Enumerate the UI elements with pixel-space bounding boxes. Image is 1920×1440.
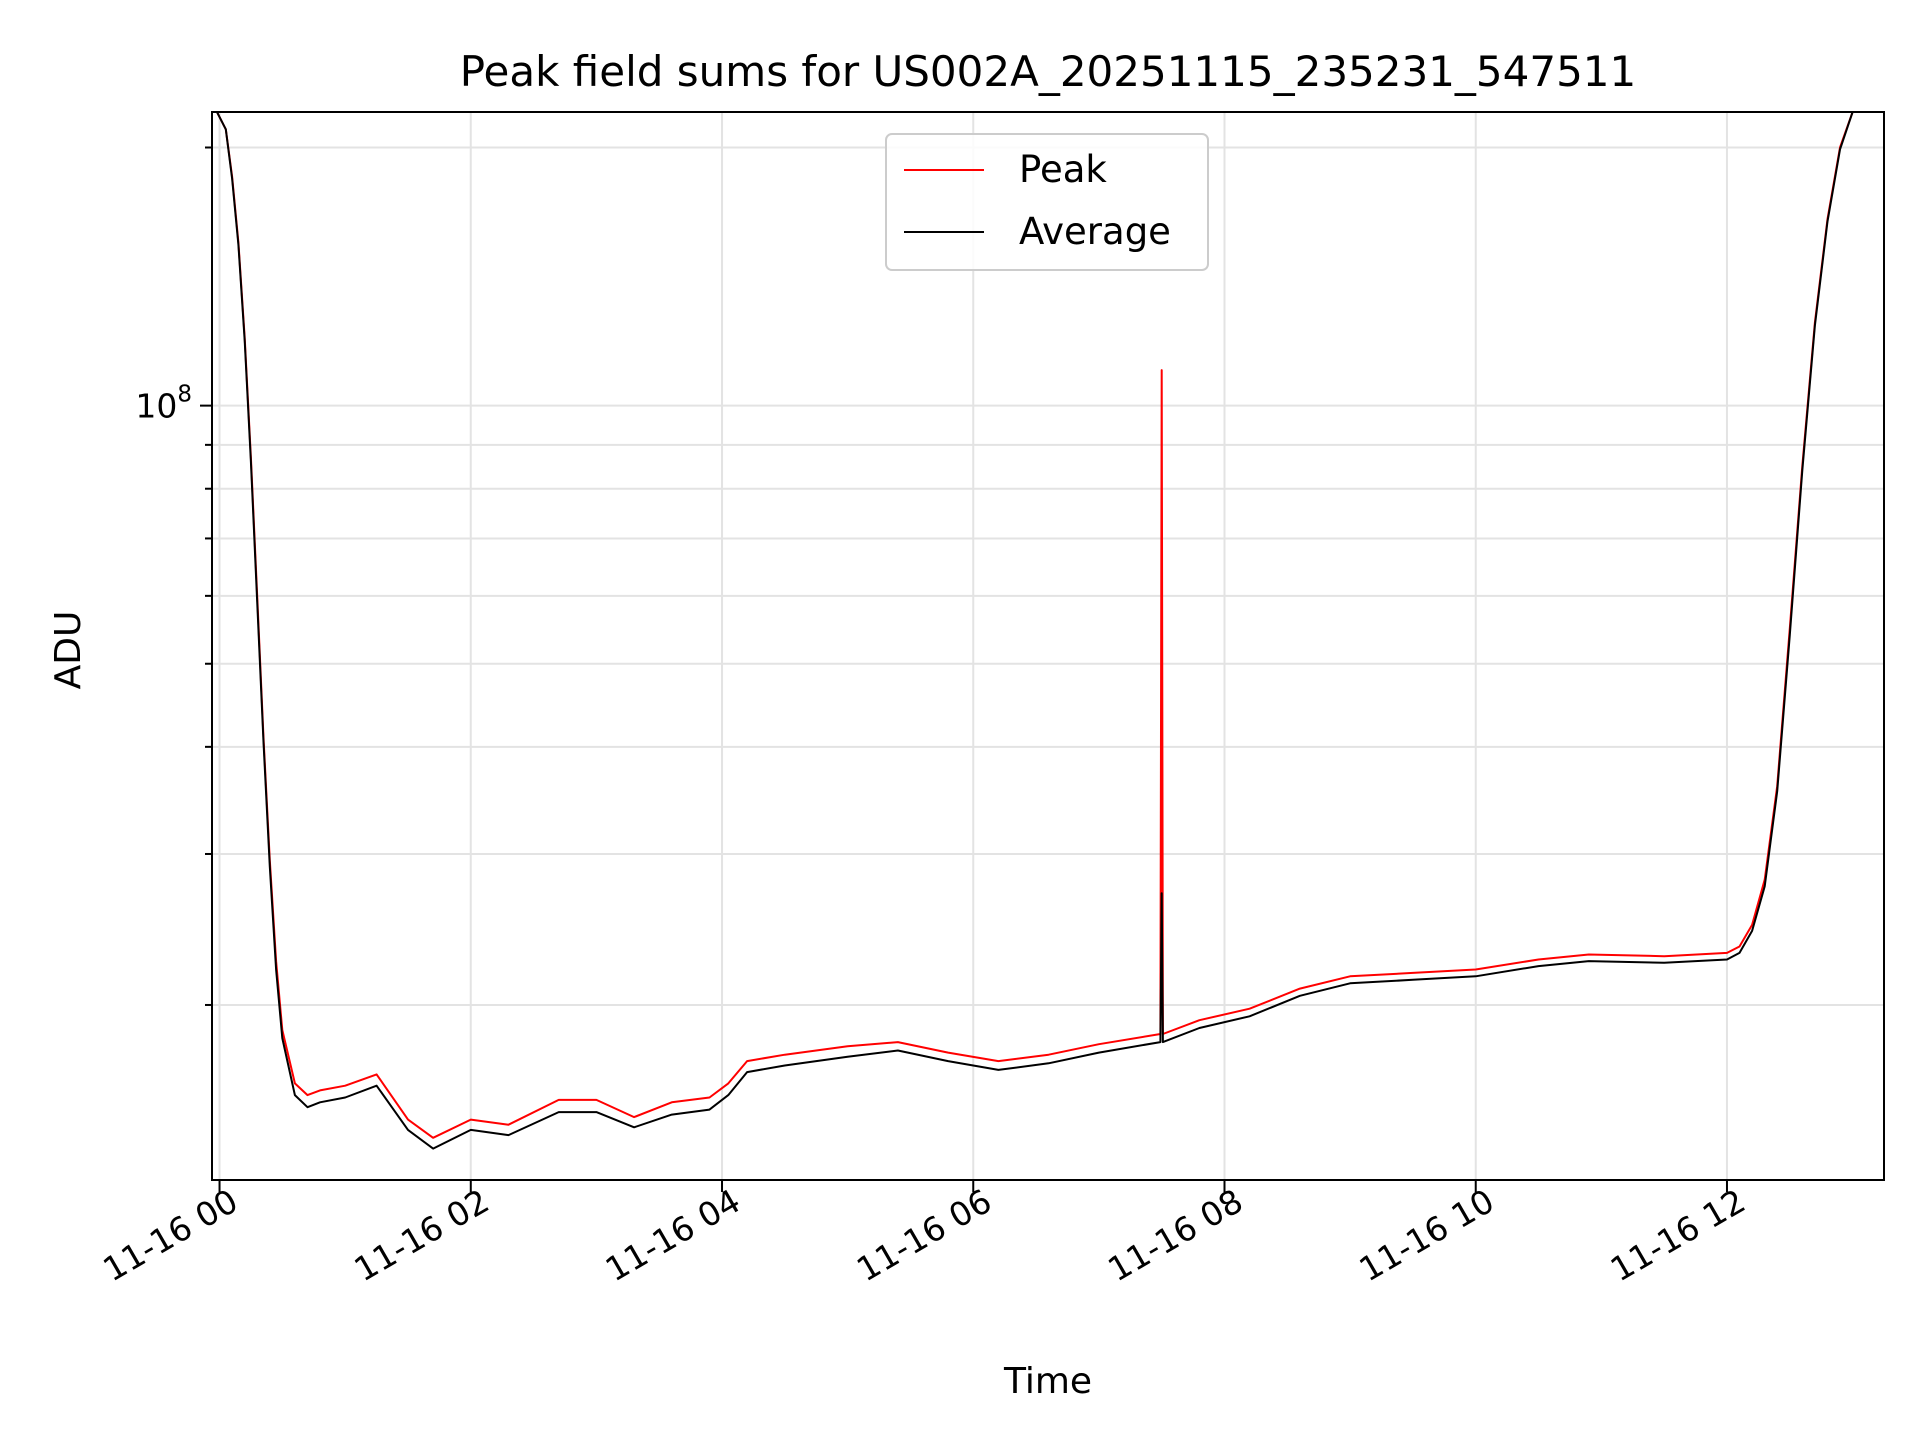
series-line-average	[216, 112, 1859, 1150]
y-tick-label: 108	[135, 382, 192, 426]
x-tick-label: 11-16 06	[850, 1181, 998, 1289]
chart-title: Peak field sums for US002A_20251115_2352…	[460, 47, 1637, 96]
grid-lines	[212, 112, 1884, 1180]
legend-box	[885, 133, 1209, 271]
legend: Peak Average	[885, 133, 1209, 271]
y-axis-label: ADU	[48, 611, 89, 690]
series-lines	[216, 112, 1859, 1150]
x-tick-label: 11-16 08	[1101, 1181, 1249, 1289]
x-tick-label: 11-16 02	[348, 1181, 496, 1289]
legend-label-average: Average	[1019, 210, 1171, 253]
x-tick-label: 11-16 12	[1604, 1181, 1752, 1289]
x-tick-label: 11-16 00	[96, 1181, 244, 1289]
x-axis-label: Time	[1003, 1361, 1092, 1402]
legend-label-peak: Peak	[1019, 148, 1107, 191]
x-tick-label: 11-16 10	[1353, 1181, 1501, 1289]
plot-area-frame	[211, 111, 1885, 1181]
x-tick-label: 11-16 04	[599, 1181, 747, 1289]
axis-ticks: 11-16 00 11-16 02 11-16 04 11-16 06 11-16 08…	[96, 146, 1752, 1289]
